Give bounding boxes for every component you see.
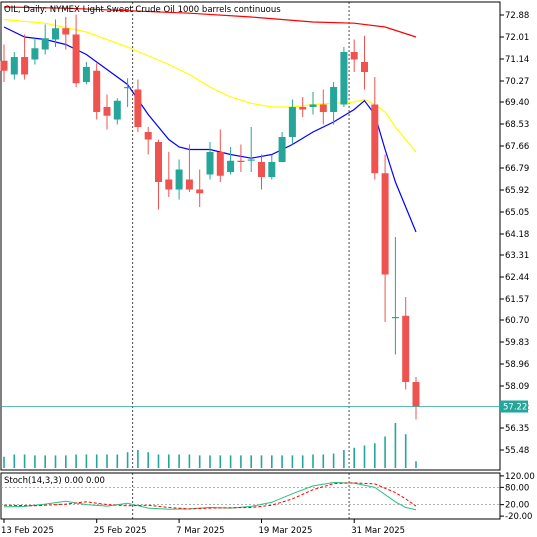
candle-body xyxy=(155,142,162,182)
candle-body xyxy=(350,52,358,60)
x-tick-label: 19 Mar 2025 xyxy=(259,526,313,536)
y-tick-label: 59.83 xyxy=(505,338,529,348)
y-tick-label: 61.57 xyxy=(505,295,529,305)
x-tick-label: 25 Feb 2025 xyxy=(94,526,147,536)
candle-body xyxy=(103,107,111,116)
candle-body xyxy=(134,89,142,127)
candle-body xyxy=(278,137,286,162)
last-price-badge xyxy=(500,400,528,413)
candle-body xyxy=(330,87,338,112)
candle-body xyxy=(124,87,132,89)
chart-title: OIL, Daily: NYMEX Light Sweet Crude Oil … xyxy=(4,5,281,15)
last-price-label: 57.22 xyxy=(503,403,527,413)
x-tick-label: 7 Mar 2025 xyxy=(176,526,224,536)
candle-body xyxy=(62,28,70,35)
candle-body xyxy=(72,34,80,84)
y-tick-label: 65.05 xyxy=(505,208,529,218)
candle-body xyxy=(361,62,368,72)
candle-body xyxy=(82,67,90,82)
candle-body xyxy=(31,48,39,60)
stoch-tick-label: -20.00 xyxy=(505,512,532,522)
candle-body xyxy=(247,159,255,161)
y-tick-label: 70.27 xyxy=(505,77,529,87)
candle-body xyxy=(412,382,420,407)
main-pane: 72.88 72.01 71.14 70.27 69.40 68.53 67.66 66.79… xyxy=(0,1,529,471)
stoch-label: Stoch(14,3,3) 0.00 0.00 xyxy=(4,476,105,486)
y-tick-label: 60.70 xyxy=(505,316,529,326)
candle-body xyxy=(258,162,265,177)
y-tick-label: 63.31 xyxy=(505,251,529,261)
y-tick-label: 65.92 xyxy=(505,186,529,196)
candle-body xyxy=(237,160,245,162)
candle-body xyxy=(227,160,235,172)
y-tick-label: 55.48 xyxy=(505,446,529,456)
stoch-frame xyxy=(0,472,501,520)
candle-body xyxy=(299,107,307,110)
y-tick-label: 62.44 xyxy=(505,273,529,283)
candle-body xyxy=(10,57,18,75)
y-tick-label: 69.40 xyxy=(505,98,529,108)
candle-body xyxy=(340,52,348,105)
moving-average-line xyxy=(3,6,417,38)
y-tick-label: 64.18 xyxy=(505,230,529,240)
y-tick-label: 72.88 xyxy=(505,11,529,21)
stoch-tick-label: 120.00 xyxy=(505,472,535,482)
candle-body xyxy=(268,162,276,177)
moving-average-line xyxy=(3,18,417,153)
stoch-k-line xyxy=(3,481,417,511)
stoch-tick-label: 20.00 xyxy=(505,501,529,511)
stoch-d-line xyxy=(3,482,417,510)
candle-body xyxy=(52,28,59,40)
candle-body xyxy=(216,152,224,176)
candle-body xyxy=(309,104,317,107)
y-tick-label: 71.14 xyxy=(505,55,529,65)
main-frame xyxy=(0,1,501,471)
candle-body xyxy=(288,107,296,137)
y-tick-label: 56.35 xyxy=(505,424,529,434)
candle-body xyxy=(371,104,379,174)
x-tick-label: 13 Feb 2025 xyxy=(1,526,54,536)
y-tick-label: 68.53 xyxy=(505,120,529,130)
candle-body xyxy=(381,173,389,275)
candle-body xyxy=(402,315,410,382)
candle-body xyxy=(0,60,8,71)
candle-body xyxy=(144,132,152,140)
stoch-tick-label: 80.00 xyxy=(505,483,529,493)
stochastic-pane: 13 Feb 2025 25 Feb 2025 7 Mar 2025 19 Mar 2… xyxy=(0,472,535,536)
y-tick-label: 67.66 xyxy=(505,142,529,152)
candle-body xyxy=(113,100,121,120)
candle-body xyxy=(41,38,49,50)
candle-body xyxy=(319,104,327,112)
candle-body xyxy=(185,179,193,190)
y-tick-label: 58.09 xyxy=(505,382,529,392)
y-tick-label: 58.96 xyxy=(505,360,529,370)
candle-body xyxy=(206,152,214,175)
candle-body xyxy=(165,179,173,190)
x-tick-label: 31 Mar 2025 xyxy=(351,526,405,536)
candle-body xyxy=(93,70,101,112)
candle-body xyxy=(21,57,29,75)
candle-body xyxy=(175,169,183,190)
y-tick-label: 66.79 xyxy=(505,164,529,174)
candle-body xyxy=(196,189,204,194)
y-tick-label: 72.01 xyxy=(505,33,529,43)
candle-body xyxy=(391,317,399,319)
